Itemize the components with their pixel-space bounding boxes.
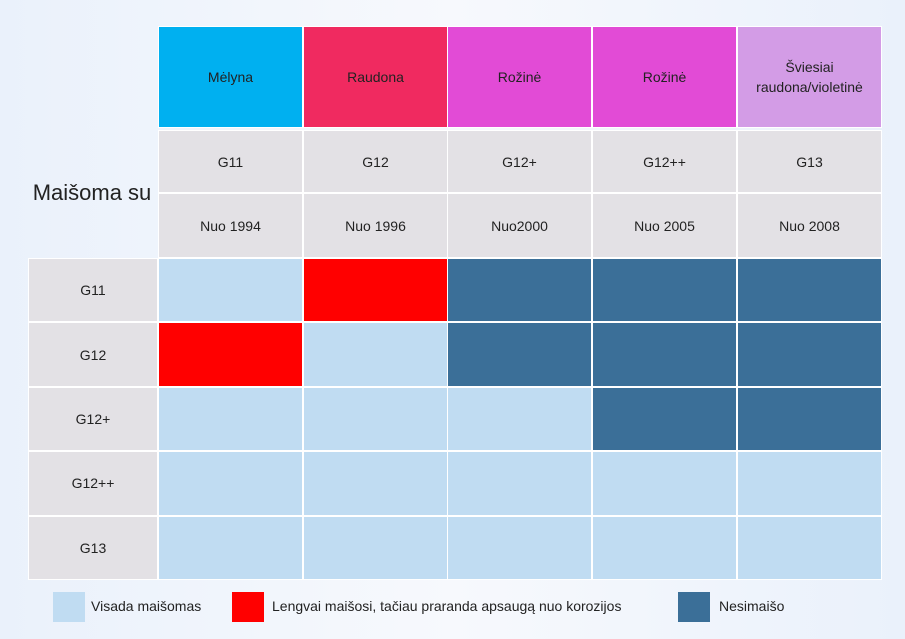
compat-cell-3-0 [158,451,303,516]
legend-swatch-no [678,592,710,622]
compat-cell-1-1 [303,322,448,387]
compat-cell-0-0 [158,258,303,323]
compat-cell-0-4 [737,258,882,323]
compat-cell-1-0 [158,322,303,387]
compat-cell-2-1 [303,386,448,452]
header-color_name-1: Raudona [303,26,448,128]
compat-cell-0-2 [447,258,592,323]
header-code-0: G11 [158,130,303,193]
header-code-3: G12++ [592,130,737,193]
row-label-3: G12++ [28,451,158,516]
header-color_name-0: Mėlyna [158,26,303,128]
compat-cell-2-0 [158,386,303,452]
legend-label-loss: Lengvai maišosi, tačiau praranda apsaugą… [272,598,622,614]
legend-label-mix: Visada maišomas [91,598,202,614]
legend-label-no: Nesimaišo [719,598,785,614]
compat-cell-4-3 [592,515,737,580]
legend-swatch-loss [232,592,264,622]
compat-cell-3-4 [737,451,882,516]
header-since-0: Nuo 1994 [158,193,303,258]
compat-cell-1-3 [592,322,737,387]
compat-cell-1-4 [737,322,882,387]
header-code-1: G12 [303,130,448,193]
header-since-2: Nuo2000 [447,193,592,258]
row-label-0: G11 [28,258,158,323]
header-color_name-3: Rožinė [592,26,737,128]
row-label-4: G13 [28,515,158,580]
corner-label: Maišoma su [32,180,152,205]
compat-cell-4-4 [737,515,882,580]
compat-cell-4-1 [303,515,448,580]
legend-swatch-mix [53,592,85,622]
header-color_name-2: Rožinė [447,26,592,128]
compat-cell-3-1 [303,451,448,516]
compat-cell-0-3 [592,258,737,323]
row-label-1: G12 [28,322,158,387]
header-color_name-4: Šviesiai raudona/violetinė [737,26,882,128]
row-label-2: G12+ [28,386,158,452]
header-since-1: Nuo 1996 [303,193,448,258]
header-since-4: Nuo 2008 [737,193,882,258]
compat-cell-0-1 [303,258,448,323]
compat-cell-4-0 [158,515,303,580]
compat-cell-2-4 [737,386,882,452]
header-since-3: Nuo 2005 [592,193,737,258]
compat-cell-2-3 [592,386,737,452]
compat-cell-4-2 [447,515,592,580]
compat-cell-3-2 [447,451,592,516]
compat-cell-1-2 [447,322,592,387]
compat-cell-2-2 [447,386,592,452]
compat-cell-3-3 [592,451,737,516]
header-code-4: G13 [737,130,882,193]
header-code-2: G12+ [447,130,592,193]
